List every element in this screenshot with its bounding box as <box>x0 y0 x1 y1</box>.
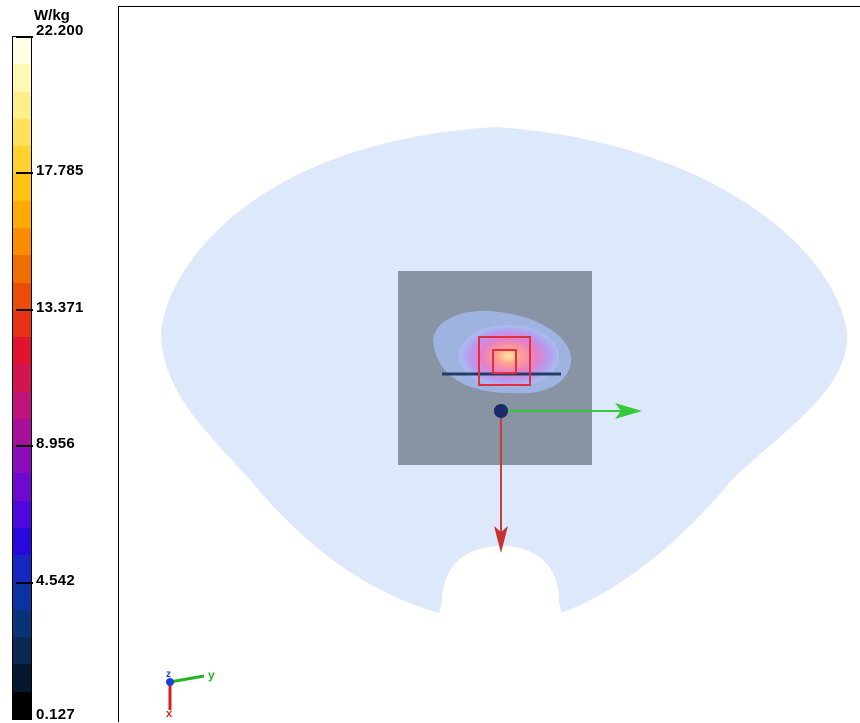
legend-unit-label: W/kg <box>34 7 70 24</box>
legend-tick-2 <box>16 172 33 174</box>
color-bar-segment <box>13 664 31 693</box>
scene-y-arrow <box>615 403 642 419</box>
legend-tick-max <box>16 36 33 38</box>
triad-x-label: x <box>166 708 173 720</box>
color-bar-segment <box>13 200 31 229</box>
legend-label-min: 0.127 <box>36 706 76 723</box>
legend-label-5: 4.542 <box>36 572 76 589</box>
legend-tick-3 <box>16 309 33 311</box>
color-bar-segment <box>13 391 31 420</box>
legend-tick-5 <box>16 582 33 584</box>
legend-label-3: 13.371 <box>36 299 84 316</box>
color-bar-segment <box>13 637 31 665</box>
color-bar-segment <box>13 37 31 65</box>
color-bar-segment <box>13 364 31 393</box>
3d-viewport[interactable] <box>118 6 860 722</box>
zoom-scan-box <box>478 336 531 386</box>
color-bar-segment <box>13 118 31 147</box>
color-bar-segment <box>13 173 31 202</box>
color-bar-segment <box>13 255 31 283</box>
color-bar-segment <box>13 418 31 447</box>
legend-tick-4 <box>16 445 33 447</box>
color-bar-segment <box>13 91 31 120</box>
legend-label-2: 17.785 <box>36 162 84 179</box>
color-bar-segment <box>13 609 31 638</box>
origin-marker <box>494 404 508 418</box>
color-bar-segment <box>13 582 31 611</box>
color-bar-segment <box>13 337 31 365</box>
color-bar-segment <box>13 555 31 584</box>
axis-triad-graphic <box>166 674 205 710</box>
sar-distribution-peak <box>459 325 559 387</box>
triad-y-label: y <box>208 668 215 682</box>
color-bar-segment <box>13 309 31 338</box>
legend-label-4: 8.956 <box>36 435 76 452</box>
color-bar <box>12 36 32 720</box>
color-bar-segment <box>13 473 31 502</box>
sar-scene <box>161 127 848 613</box>
color-bar-segment <box>13 691 31 720</box>
peak-box <box>492 349 517 374</box>
legend-label-max: 22.200 <box>36 22 84 39</box>
color-bar-segment <box>13 146 31 174</box>
color-scale-legend: W/kg 22.200 17.785 13.371 8.956 4.542 0.… <box>0 0 118 723</box>
axis-triad: z y x <box>160 668 220 722</box>
color-bar-segment <box>13 64 31 93</box>
triad-z-label: z <box>166 669 171 680</box>
color-bar-segment <box>13 282 31 311</box>
scene-x-arrow <box>494 526 508 553</box>
color-bar-segment <box>13 500 31 529</box>
color-bar-segment <box>13 528 31 556</box>
color-bar-segment <box>13 446 31 474</box>
color-bar-segment <box>13 227 31 256</box>
